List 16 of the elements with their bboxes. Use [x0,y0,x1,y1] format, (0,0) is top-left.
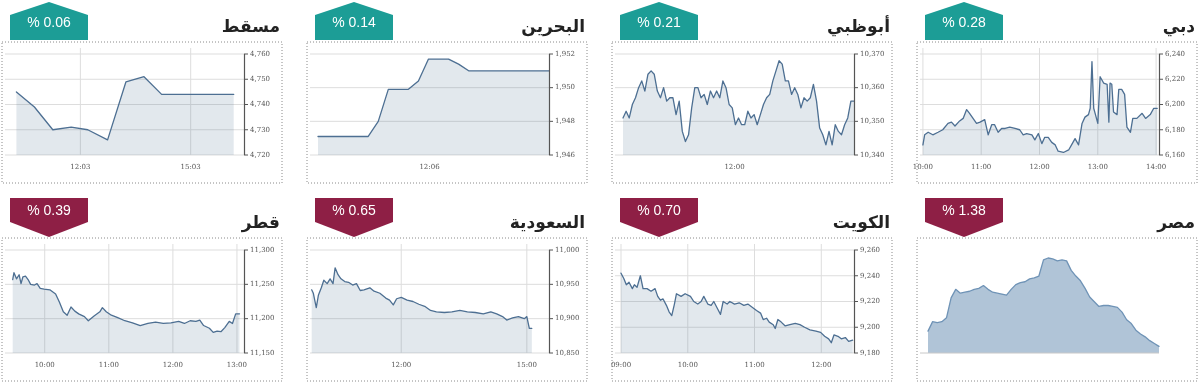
chart-title: أبوظبي [826,15,890,37]
chart-title: مسقط [221,16,280,36]
chart-subtitle: % 0.70 [637,201,681,218]
chart-title: قطر [240,212,280,233]
chart-subtitle: % 0.28 [942,14,986,31]
chart-title: دبي [1162,16,1196,37]
chart-title: مصر [1156,212,1195,233]
chart-subtitle: % 0.14 [332,14,376,31]
chart-title: الكويت [832,212,890,233]
chart-subtitle: % 0.06 [27,14,71,31]
chart-title: البحرين [521,16,585,37]
chart-subtitle: % 0.39 [27,201,71,218]
chart-subtitle: % 0.65 [332,201,376,218]
chart-subtitle: % 1.38 [942,201,986,218]
chart-subtitle: % 0.21 [637,14,681,31]
chart-title: السعودية [509,212,585,233]
